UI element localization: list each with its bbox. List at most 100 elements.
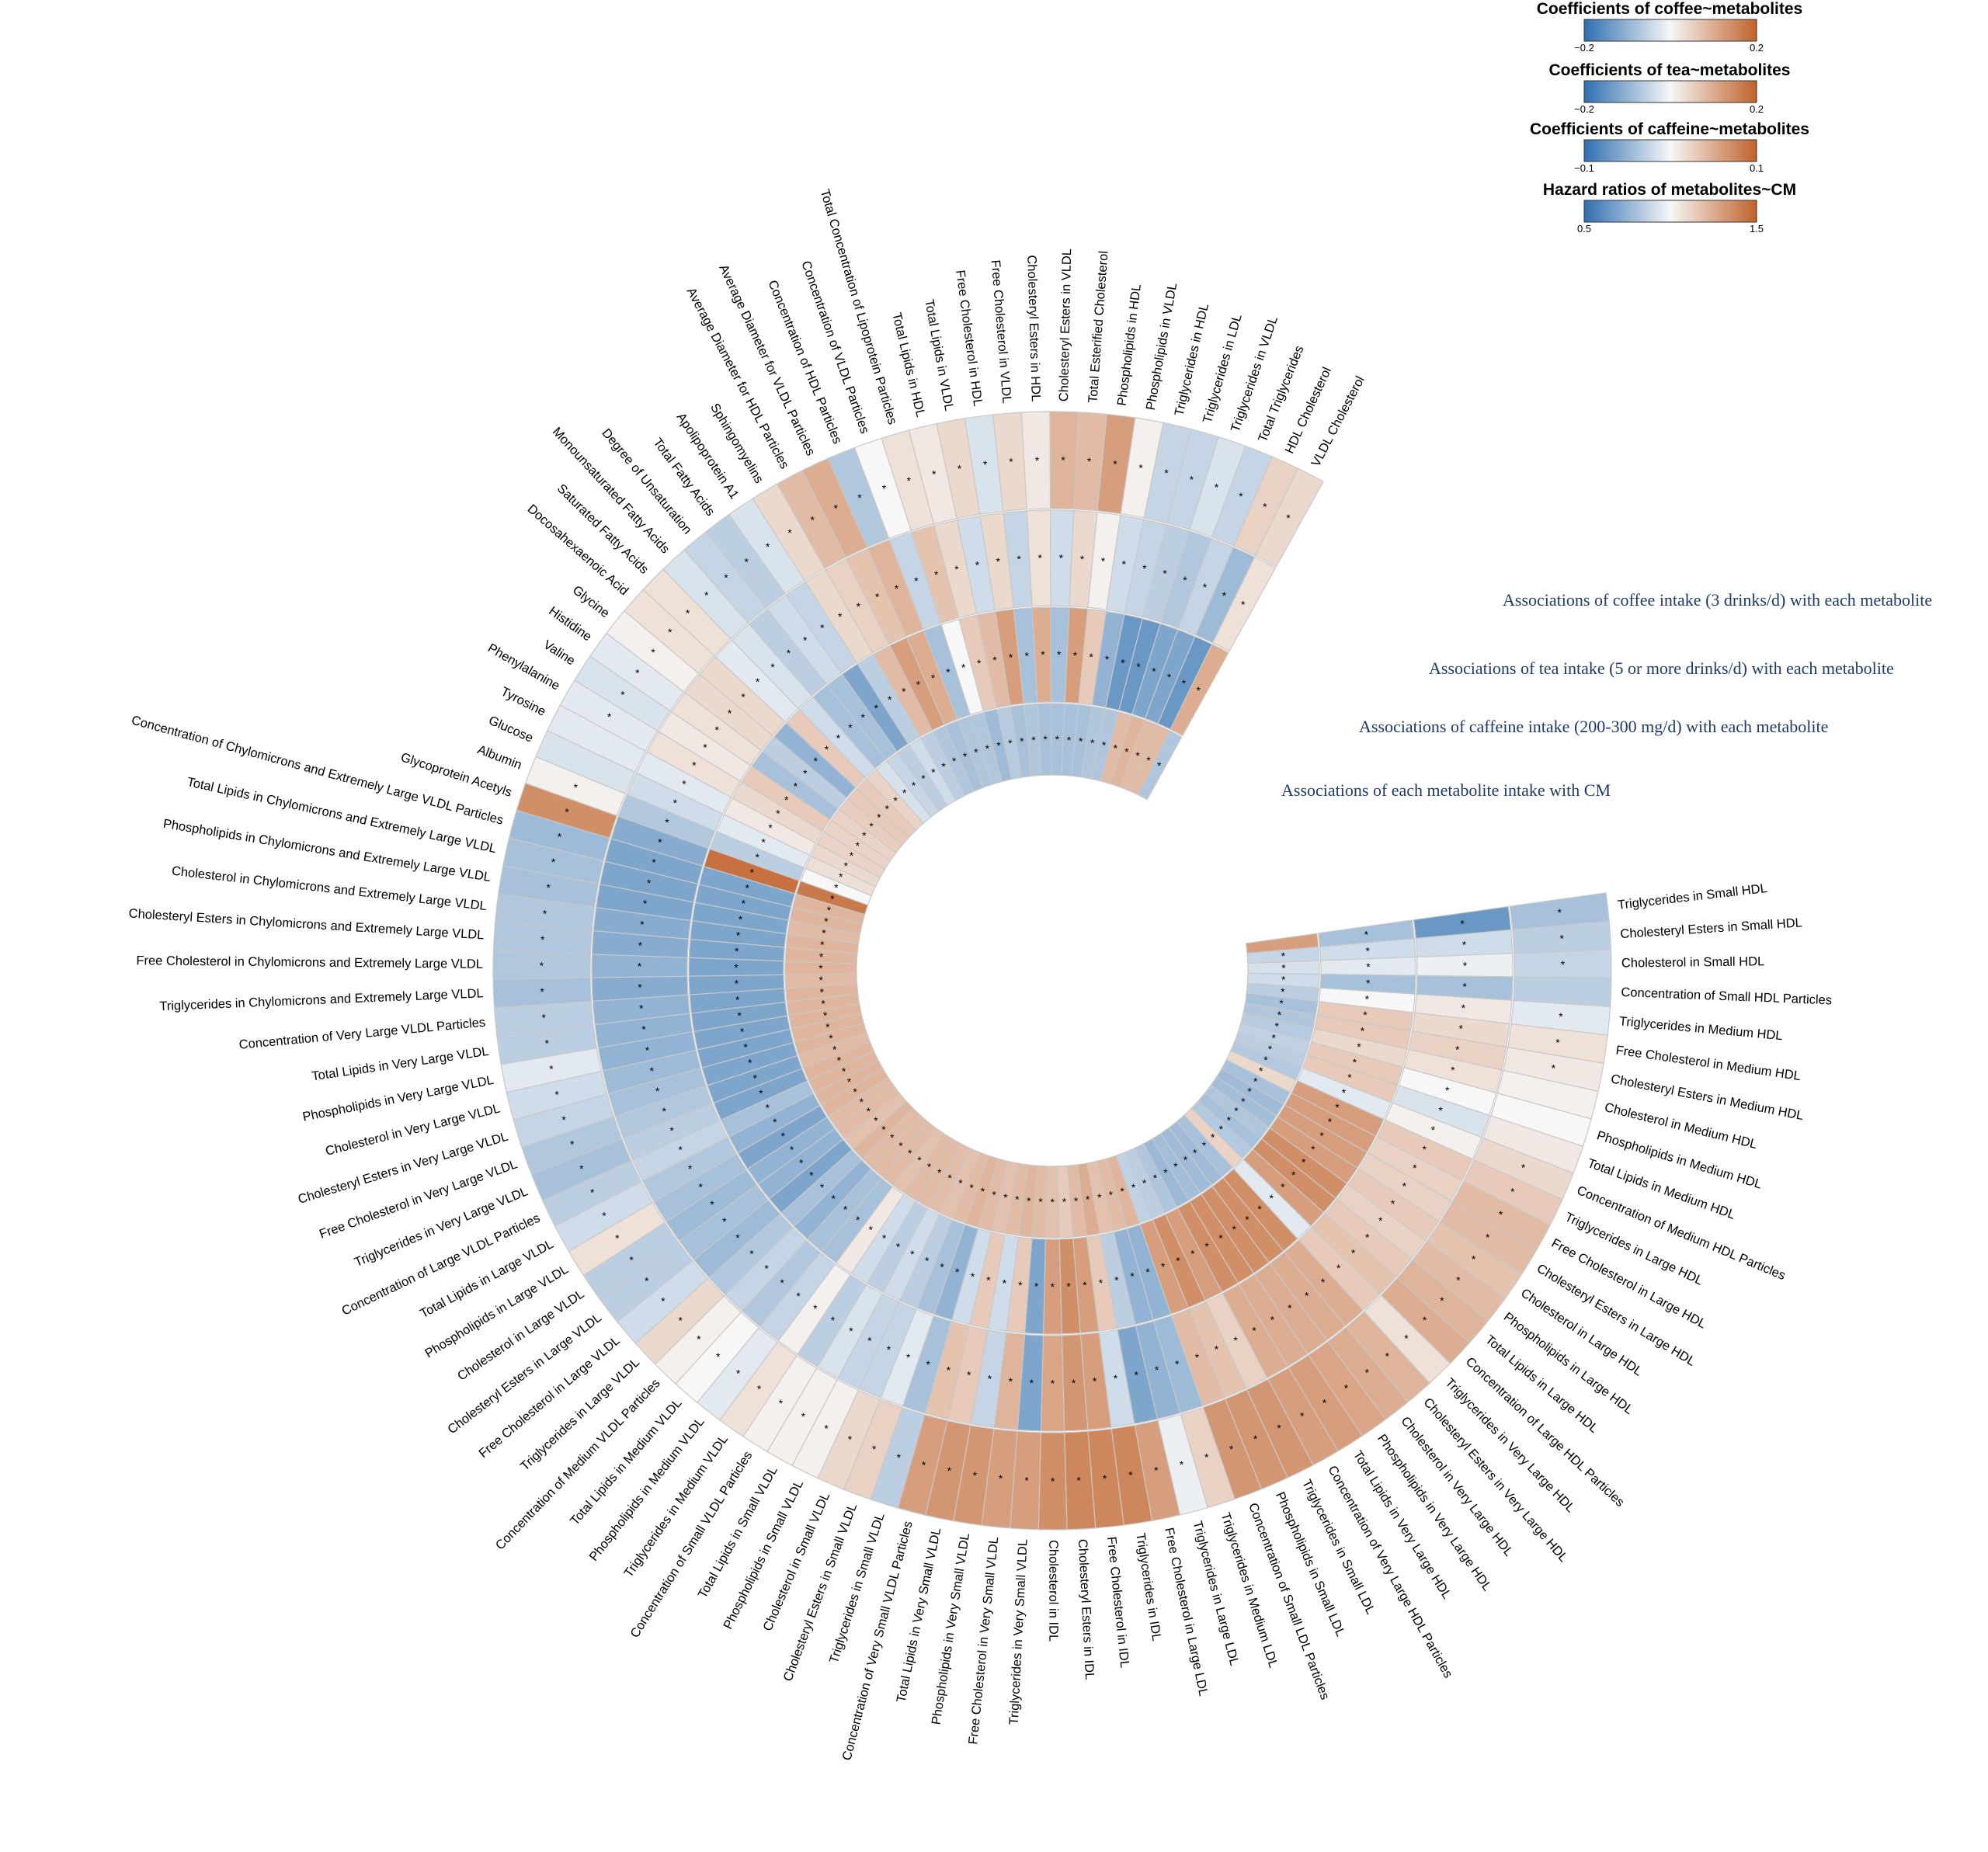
significance-star: * xyxy=(857,492,862,504)
significance-star: * xyxy=(1099,1277,1103,1289)
significance-star: * xyxy=(1203,581,1208,593)
significance-star: * xyxy=(736,1367,741,1379)
significance-star: * xyxy=(710,1198,714,1211)
significance-star: * xyxy=(1114,742,1118,754)
significance-star: * xyxy=(856,1214,860,1226)
significance-star: * xyxy=(1167,671,1172,683)
significance-star: * xyxy=(620,688,625,700)
significance-star: * xyxy=(1561,958,1566,971)
significance-star: * xyxy=(779,1397,784,1409)
significance-star: * xyxy=(735,945,739,957)
significance-star: * xyxy=(1335,1101,1340,1114)
significance-star: * xyxy=(1263,500,1267,513)
significance-star: * xyxy=(735,978,739,990)
significance-star: * xyxy=(1270,1192,1274,1204)
legend-tea-min: −0.2 xyxy=(1574,103,1594,115)
significance-star: * xyxy=(1093,1375,1097,1388)
significance-star: * xyxy=(867,1335,872,1347)
significance-star: * xyxy=(1121,656,1125,669)
significance-star: * xyxy=(1277,1009,1282,1021)
significance-star: * xyxy=(1135,749,1140,762)
significance-star: * xyxy=(1281,974,1286,986)
significance-star: * xyxy=(1087,455,1092,467)
significance-star: * xyxy=(543,907,547,919)
significance-star: * xyxy=(1438,1104,1443,1117)
ring-title-caffeine: Associations of caffeine intake (200-300… xyxy=(1359,717,1828,736)
significance-star: * xyxy=(602,1209,606,1221)
legend-tea: Coefficients of tea~metabolites −0.2 0.2 xyxy=(1549,61,1791,115)
significance-star: * xyxy=(1259,1065,1263,1077)
significance-star: * xyxy=(869,820,874,832)
significance-star: * xyxy=(958,1177,963,1190)
cell-caffeine-104 xyxy=(1170,643,1229,737)
legend-caffeine-colorbar xyxy=(1583,139,1757,162)
significance-star: * xyxy=(819,950,824,963)
significance-star: * xyxy=(931,672,936,684)
significance-star: * xyxy=(1215,1343,1219,1356)
significance-star: * xyxy=(839,870,843,883)
significance-star: * xyxy=(985,742,990,755)
significance-star: * xyxy=(757,1382,762,1395)
heatmap-cells xyxy=(492,411,1612,1531)
significance-star: * xyxy=(1404,1333,1409,1345)
significance-star: * xyxy=(1073,649,1078,662)
significance-star: * xyxy=(735,1232,740,1244)
significance-star: * xyxy=(574,781,579,794)
significance-star: * xyxy=(1321,1276,1326,1288)
significance-star: * xyxy=(1017,553,1021,565)
significance-star: * xyxy=(735,993,740,1006)
significance-star: * xyxy=(662,1105,666,1117)
significance-star: * xyxy=(1353,1056,1357,1068)
significance-star: * xyxy=(1347,1072,1352,1084)
significance-star: * xyxy=(1138,461,1143,474)
significance-star: * xyxy=(755,851,759,863)
metabolite-label: Free Cholesterol in Chylomicrons and Ext… xyxy=(136,954,483,971)
significance-star: * xyxy=(590,1186,595,1198)
significance-star: * xyxy=(921,773,926,785)
significance-star: * xyxy=(1344,1382,1349,1395)
significance-star: * xyxy=(1336,1262,1341,1274)
significance-star: * xyxy=(1555,1036,1560,1048)
ring-title-tea: Associations of tea intake (5 or more dr… xyxy=(1429,658,1894,678)
significance-star: * xyxy=(1552,1062,1556,1075)
significance-star: * xyxy=(697,1333,701,1346)
metabolite-label: Cholesteryl Esters in Chylomicrons and E… xyxy=(128,906,485,942)
significance-star: * xyxy=(1270,1314,1275,1326)
significance-star: * xyxy=(1218,1232,1223,1244)
significance-star: * xyxy=(820,985,825,998)
significance-star: * xyxy=(898,1139,903,1152)
significance-star: * xyxy=(1009,1375,1013,1388)
significance-star: * xyxy=(1128,1469,1133,1482)
significance-star: * xyxy=(1239,490,1243,502)
significance-star: * xyxy=(638,982,642,994)
significance-star: * xyxy=(728,707,732,719)
significance-star: * xyxy=(1008,737,1013,749)
significance-star: * xyxy=(986,1274,991,1287)
significance-star: * xyxy=(1024,649,1029,662)
legend-cm-title: Hazard ratios of metabolites~CM xyxy=(1543,181,1796,199)
metabolite-label: Total Lipids in Very Large VLDL xyxy=(311,1044,489,1084)
significance-star: * xyxy=(639,1002,644,1015)
significance-star: * xyxy=(988,1372,992,1385)
significance-star: * xyxy=(1263,1054,1268,1066)
significance-star: * xyxy=(917,1154,922,1166)
significance-star: * xyxy=(931,766,936,778)
significance-star: * xyxy=(1122,558,1127,571)
significance-star: * xyxy=(1080,553,1085,565)
metabolite-label: Glucose xyxy=(487,714,536,745)
significance-star: * xyxy=(1051,1378,1055,1390)
significance-star: * xyxy=(579,1162,584,1175)
significance-star: * xyxy=(1035,454,1040,467)
significance-star: * xyxy=(742,897,746,909)
significance-star: * xyxy=(1440,1294,1444,1307)
significance-star: * xyxy=(1195,1351,1200,1364)
significance-star: * xyxy=(1233,1334,1238,1346)
significance-star: * xyxy=(963,750,968,763)
significance-star: * xyxy=(635,667,640,679)
significance-star: * xyxy=(1015,1194,1020,1206)
significance-star: * xyxy=(922,1458,926,1471)
metabolite-label: Triglycerides in Small HDL xyxy=(1617,881,1768,912)
significance-star: * xyxy=(973,1469,978,1482)
significance-star: * xyxy=(1131,1181,1136,1194)
significance-star: * xyxy=(1142,562,1147,575)
